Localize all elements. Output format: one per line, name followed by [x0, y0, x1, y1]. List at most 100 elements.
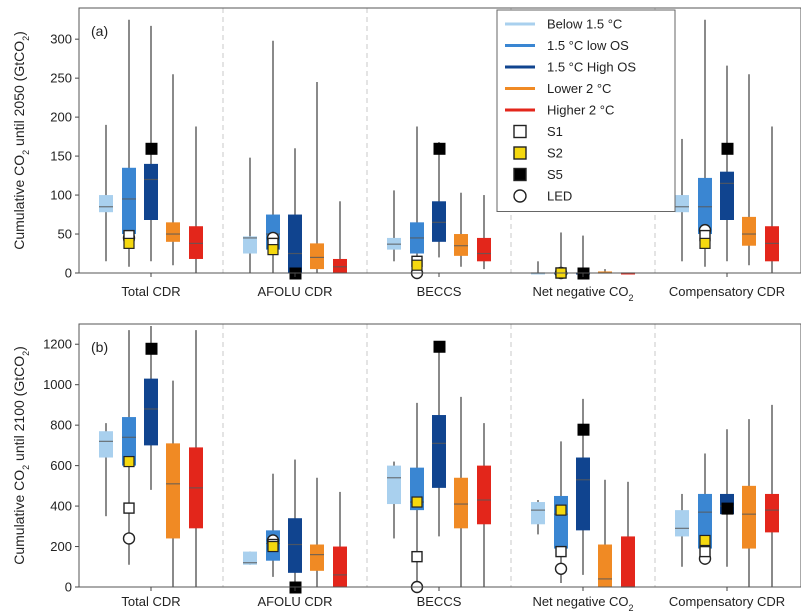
category-label: AFOLU CDR	[257, 594, 332, 609]
category-label-part: BECCS	[417, 284, 462, 299]
y-tick-label: 0	[65, 266, 72, 281]
box-body	[576, 457, 590, 531]
box-higher2	[621, 481, 635, 588]
box-body	[243, 551, 257, 565]
box-body	[387, 465, 401, 505]
marker-S5	[721, 142, 734, 155]
box-higher2	[477, 195, 491, 270]
marker-S1	[123, 502, 135, 514]
box-body	[675, 195, 689, 213]
box-body	[333, 258, 347, 273]
box-body	[189, 226, 203, 259]
legend-swatch-square	[513, 124, 527, 139]
y-tick-label: 50	[58, 227, 72, 242]
y-axis-label-part: until 2100 (GtCO	[11, 356, 27, 465]
box-body	[742, 485, 756, 549]
legend-entry-LED: LED	[513, 189, 572, 204]
y-tick-label: 100	[50, 188, 72, 203]
marker-S1	[555, 545, 567, 558]
y-axis-label-part: 2	[21, 150, 31, 155]
box-body	[144, 378, 158, 446]
box-body	[621, 536, 635, 587]
y-axis-label-part: 2	[21, 351, 31, 356]
legend-label: Higher 2 °C	[547, 103, 614, 118]
box-body	[310, 243, 324, 270]
plot-frame	[78, 7, 801, 274]
scenario-markers	[122, 142, 158, 249]
panel-label: (b)	[91, 339, 108, 355]
box-higher2	[333, 491, 347, 587]
box-body	[698, 177, 712, 235]
box-below15	[99, 423, 113, 517]
category-label: Net negative CO2	[532, 594, 633, 611]
box-highos	[720, 429, 734, 567]
box-body	[122, 167, 136, 235]
box-body	[432, 201, 446, 242]
category-label-part: Total CDR	[121, 594, 180, 609]
y-axis-label-part: until 2050 (GtCO	[11, 41, 27, 150]
y-tick-label: 1200	[43, 337, 72, 352]
box-body	[144, 163, 158, 220]
box-lowos	[122, 330, 136, 565]
box-higher2	[333, 201, 347, 273]
legend-swatch-square	[513, 167, 527, 182]
box-body	[531, 502, 545, 525]
marker-S5	[721, 502, 734, 515]
legend-entry-S5: S5	[513, 167, 563, 182]
marker-S1	[699, 545, 711, 558]
marker-S2	[411, 496, 423, 508]
marker-S2	[555, 504, 567, 516]
legend-label: 1.5 °C low OS	[547, 38, 629, 53]
box-body	[598, 271, 612, 273]
box-higher2	[189, 126, 203, 273]
legend-entry-higher2: Higher 2 °C	[505, 103, 614, 118]
marker-LED	[554, 562, 568, 575]
legend-label: Below 1.5 °C	[547, 17, 622, 32]
box-body	[432, 415, 446, 488]
legend-entry-S1: S1	[513, 124, 563, 139]
plot-frame	[78, 323, 801, 588]
category-label: AFOLU CDR	[257, 284, 332, 299]
box-body	[720, 171, 734, 220]
legend-entry-lowos: 1.5 °C low OS	[505, 38, 629, 53]
box-lower2	[310, 477, 324, 587]
box-body	[99, 431, 113, 458]
box-body	[333, 546, 347, 587]
box-body	[598, 544, 612, 587]
panel-b: 0 200 400 600 800 1000 1200 Total CDR AFOLU CDR B…	[11, 323, 801, 611]
legend-label: 1.5 °C High OS	[547, 60, 636, 75]
legend-label: Lower 2 °C	[547, 81, 611, 96]
marker-S5	[433, 340, 446, 353]
box-body	[288, 518, 302, 573]
box-body	[454, 234, 468, 256]
panel-label: (a)	[91, 23, 108, 39]
box-higher2	[189, 330, 203, 587]
box-below15	[243, 551, 257, 565]
legend-entry-S2: S2	[513, 146, 563, 161]
category-label-part: Compensatory CDR	[669, 594, 785, 609]
category-label-part: 2	[629, 603, 634, 611]
category-label-part: BECCS	[417, 594, 462, 609]
legend-label: S5	[547, 167, 563, 182]
scenario-markers	[122, 342, 158, 545]
box-body	[288, 214, 302, 273]
category-label: BECCS	[417, 594, 462, 609]
y-axis-label: Cumulative CO2 until 2050 (GtCO2)	[11, 31, 31, 250]
box-highos	[432, 142, 446, 258]
marker-S5	[577, 423, 590, 436]
category-label-part: Compensatory CDR	[669, 284, 785, 299]
box-body	[675, 510, 689, 537]
box-lower2	[742, 419, 756, 587]
box-lower2	[310, 82, 324, 273]
y-axis-label-part: )	[11, 31, 27, 36]
box-body	[166, 443, 180, 539]
marker-S2	[699, 534, 711, 547]
box-body	[454, 477, 468, 529]
y-tick-label: 400	[50, 499, 72, 514]
y-tick-label: 200	[50, 539, 72, 554]
y-axis-label-part: 2	[21, 36, 31, 41]
box-lowos	[410, 126, 424, 270]
box-below15	[387, 461, 401, 539]
marker-S5	[145, 142, 158, 155]
legend-label: S1	[547, 124, 563, 139]
